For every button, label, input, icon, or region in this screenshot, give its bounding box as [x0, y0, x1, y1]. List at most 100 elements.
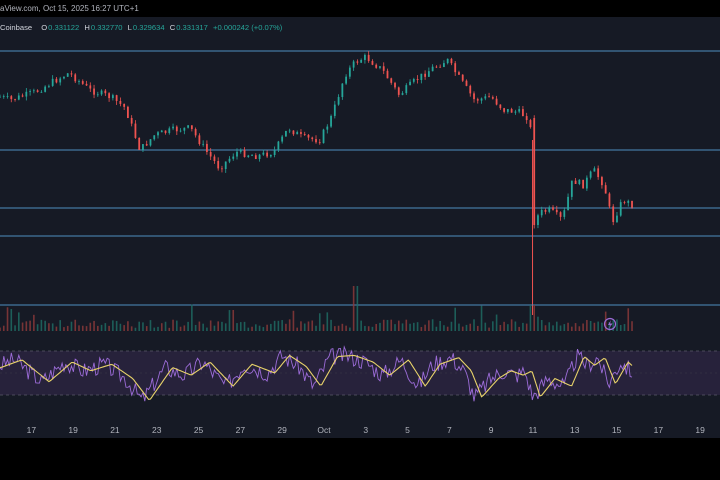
candle — [55, 76, 58, 84]
volume-bar — [115, 320, 118, 331]
candle-body — [623, 202, 626, 203]
volume-bar — [281, 320, 283, 331]
volume-bar — [476, 325, 479, 331]
volume-bar — [409, 323, 411, 331]
candle-body — [412, 78, 415, 82]
candle-body — [149, 139, 152, 146]
volume-bar — [507, 324, 509, 331]
candle-body — [160, 130, 163, 133]
candle — [631, 200, 633, 209]
candle — [202, 140, 205, 147]
candle — [446, 58, 449, 65]
candle-body — [258, 154, 261, 159]
candle-body — [540, 209, 543, 216]
candle — [601, 175, 603, 189]
chart-canvas[interactable]: 17192123252729Oct357911131517192 — [0, 0, 720, 438]
candle — [243, 147, 246, 158]
candle-body — [326, 126, 329, 130]
candle — [153, 135, 156, 141]
candle — [458, 70, 460, 76]
low-label: L — [127, 23, 132, 32]
candle-body — [416, 78, 419, 80]
candle-body — [2, 96, 5, 98]
volume-bar — [443, 325, 445, 331]
volume-bar — [379, 322, 381, 331]
candle — [589, 170, 592, 180]
candle — [228, 156, 231, 164]
volume-bar — [533, 305, 536, 331]
volume-bar — [586, 319, 588, 331]
x-tick-label: 17 — [27, 425, 37, 435]
candle-body — [187, 125, 189, 128]
candle — [480, 97, 483, 104]
candle — [138, 137, 141, 151]
candle-body — [127, 106, 129, 118]
candle — [518, 105, 521, 114]
chart-area[interactable]: 17192123252729Oct357911131517192 Coinbas… — [0, 0, 720, 438]
candle — [183, 127, 186, 135]
candle — [17, 92, 20, 101]
candle — [296, 130, 299, 135]
candle — [627, 199, 630, 207]
candle-body — [29, 91, 31, 92]
volume-bar — [10, 308, 13, 331]
candle-body — [251, 155, 253, 157]
candle — [160, 129, 163, 133]
candle-body — [262, 152, 265, 155]
volume-bar — [555, 321, 558, 331]
candle-body — [115, 95, 118, 101]
volume-bar — [571, 326, 573, 331]
candle-body — [232, 156, 235, 159]
volume-bar — [349, 327, 351, 331]
candle-body — [491, 97, 494, 99]
candle — [111, 93, 114, 101]
volume-bar — [66, 325, 69, 331]
candle — [51, 75, 54, 87]
volume-bar — [48, 323, 50, 331]
volume-bar — [33, 314, 35, 331]
volume-bar — [209, 320, 212, 331]
candle — [510, 107, 513, 113]
volume-bar — [127, 321, 129, 331]
volume-bar — [100, 324, 103, 331]
volume-bar — [108, 325, 110, 331]
x-tick-label: 9 — [489, 425, 494, 435]
volume-bar — [397, 320, 400, 331]
candle — [360, 58, 363, 64]
candle-body — [134, 123, 137, 138]
volume-bar — [364, 325, 366, 331]
volume-bar — [322, 324, 325, 331]
volume-bar — [157, 326, 159, 331]
candle-body — [341, 83, 344, 98]
candle — [36, 89, 39, 93]
candle — [145, 140, 148, 147]
candle-body — [503, 108, 506, 112]
candle — [412, 77, 415, 84]
candle — [469, 84, 472, 97]
candle — [190, 125, 193, 132]
volume-bar — [307, 321, 310, 331]
candle — [578, 179, 581, 186]
volume-bar — [81, 325, 84, 331]
candle-body — [356, 61, 359, 63]
candle-body — [21, 95, 24, 97]
candle — [476, 97, 479, 104]
candle-body — [130, 117, 133, 124]
candle — [427, 67, 430, 77]
volume-bar — [36, 324, 39, 331]
candle-body — [269, 155, 272, 157]
volume-bar — [375, 323, 377, 331]
x-tick-label: 11 — [529, 425, 538, 435]
candle — [123, 103, 126, 111]
candle — [563, 207, 566, 220]
candle-body — [631, 200, 633, 208]
volume-bar — [85, 326, 88, 331]
candle — [548, 205, 551, 214]
candle — [484, 93, 487, 101]
candle — [616, 212, 618, 223]
volume-bar — [142, 322, 144, 331]
volume-bar — [213, 325, 216, 331]
volume-bar — [258, 325, 261, 331]
candle-body — [55, 78, 58, 83]
candle — [623, 200, 626, 205]
